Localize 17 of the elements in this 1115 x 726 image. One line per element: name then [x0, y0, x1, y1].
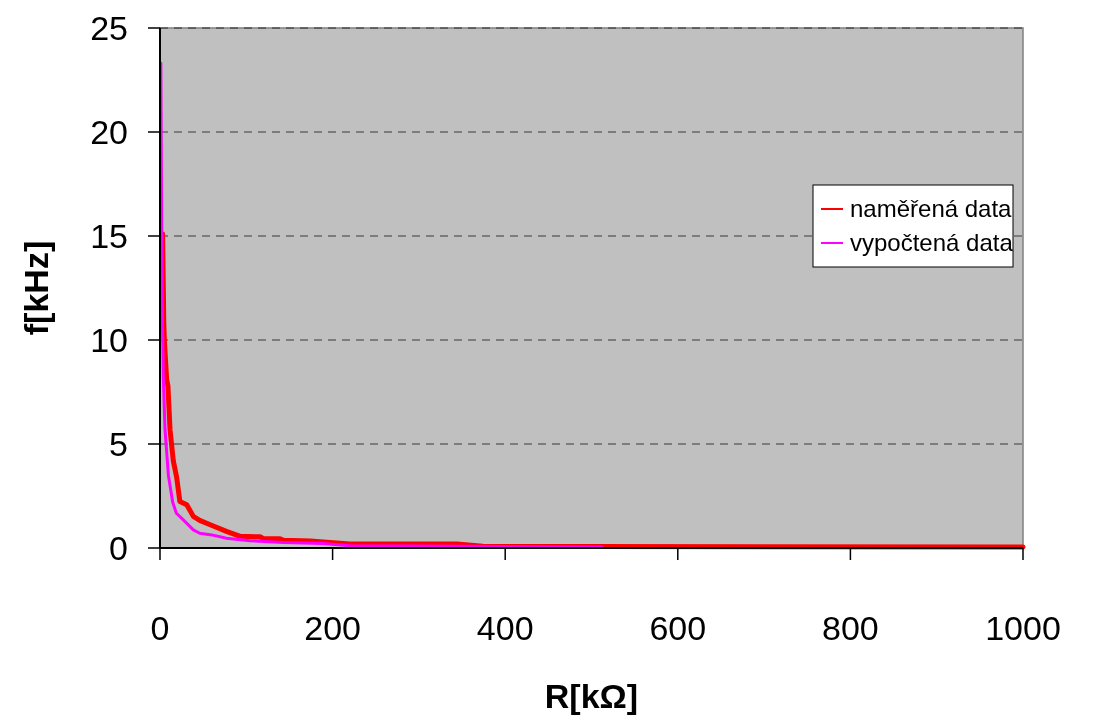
x-tick-label: 800 [822, 609, 879, 647]
y-tick-label: 0 [109, 528, 128, 567]
x-tick-label: 0 [150, 609, 170, 647]
y-tick-label: 20 [90, 112, 128, 151]
y-tick-label: 15 [90, 216, 128, 255]
x-tick-label: 400 [476, 609, 534, 647]
y-tick-label: 10 [90, 320, 128, 359]
legend-label: vypočtená data [850, 229, 1014, 257]
x-tick-label: 600 [649, 609, 707, 647]
y-tick-label: 25 [90, 8, 128, 47]
y-axis-title: f[kHz] [17, 240, 55, 336]
y-tick-label: 5 [109, 424, 128, 463]
x-tick-label: 200 [304, 609, 361, 647]
x-axis-title: R[kΩ] [544, 677, 639, 715]
x-tick-label: 1000 [985, 609, 1061, 647]
line-series [159, 61, 604, 549]
legend-label: naměřená data [850, 195, 1013, 223]
